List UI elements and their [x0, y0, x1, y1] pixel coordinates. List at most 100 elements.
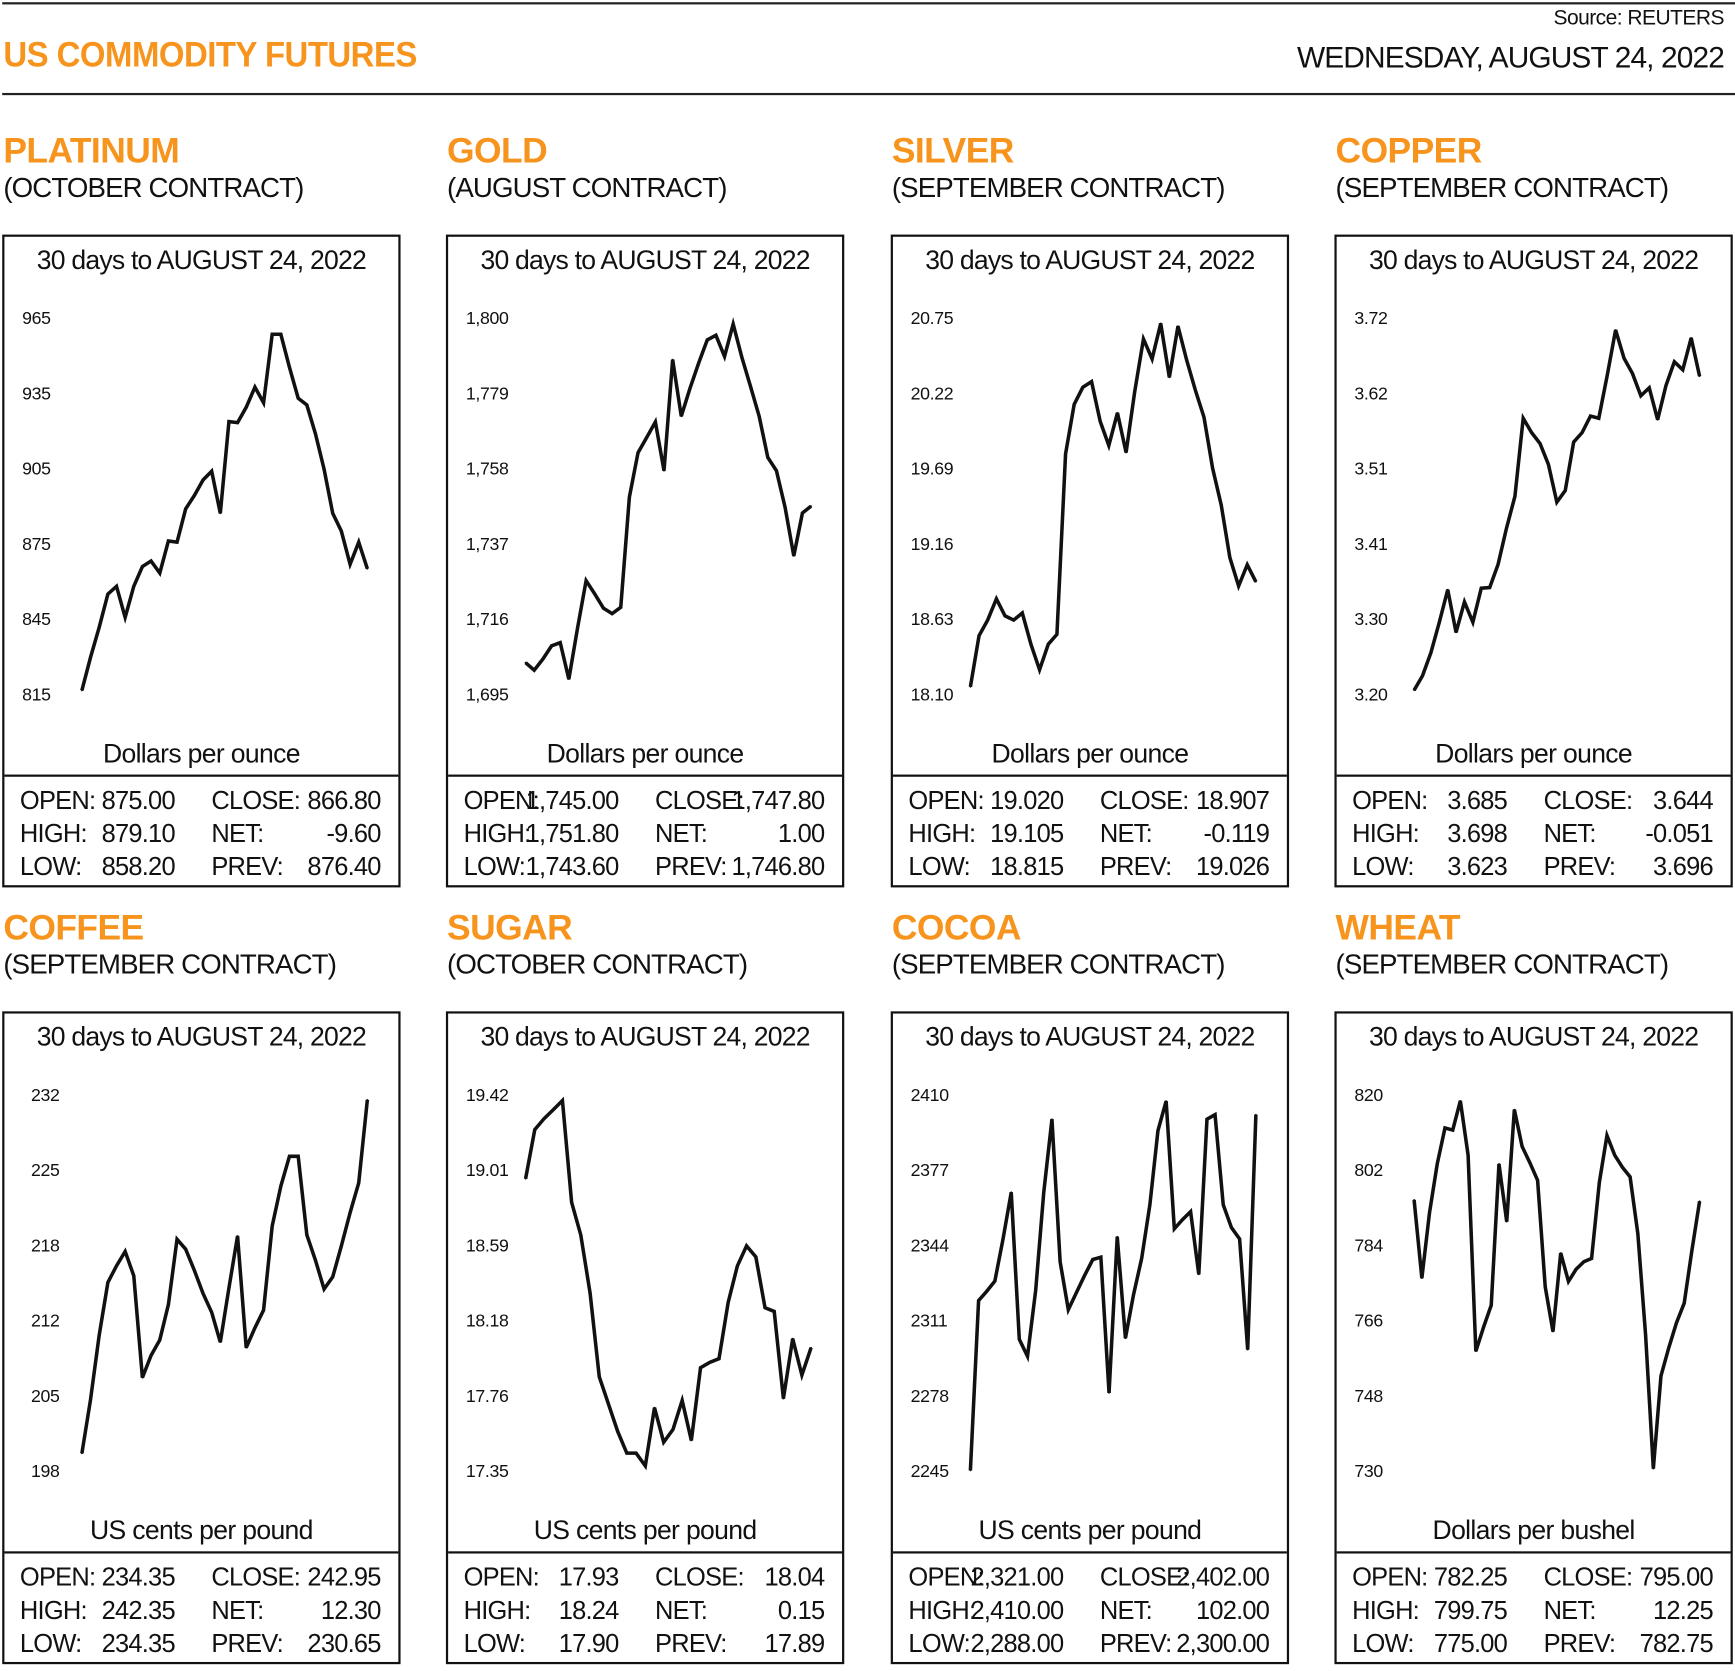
data-point: [98, 1334, 101, 1337]
data-point: [288, 366, 291, 369]
stat-label-net: NET:: [655, 1595, 708, 1625]
data-point: [637, 451, 639, 454]
y-tick-label: 2311: [910, 1312, 948, 1332]
y-tick-label: 845: [22, 610, 51, 630]
stat-label-net: NET:: [1543, 818, 1597, 848]
data-point: [570, 1201, 573, 1204]
data-point: [1051, 1118, 1053, 1121]
price-line-cocoa: [968, 1100, 1258, 1471]
commodity-name: COFFEE: [3, 907, 144, 948]
data-point: [625, 1452, 628, 1455]
stat-label-open: OPEN:: [1352, 1562, 1428, 1592]
y-tick-label: 815: [22, 686, 51, 705]
data-point: [1116, 1235, 1119, 1238]
stat-label-close: CLOSE:: [1543, 785, 1633, 815]
data-point: [1090, 380, 1093, 383]
data-point: [297, 397, 300, 400]
stat-label-prev: PREV:: [1099, 852, 1172, 881]
stat-label-prev: PREV:: [211, 1628, 283, 1658]
data-point: [1413, 1199, 1415, 1201]
data-point: [279, 1185, 282, 1188]
data-point: [985, 1290, 988, 1293]
contract-label: (SEPTEMBER CONTRACT): [1335, 949, 1670, 981]
data-point: [1606, 1134, 1608, 1137]
panel-sugar: SUGAR (OCTOBER CONTRACT) 30 days to AUGUST…: [445, 907, 845, 1670]
y-tick-label: 19.16: [910, 535, 954, 555]
y-tick-label: 1,695: [465, 686, 509, 705]
stat-label-open: OPEN:: [463, 785, 540, 815]
data-point: [1222, 1203, 1225, 1206]
page-date: WEDNESDAY, AUGUST 24, 2022: [1296, 40, 1725, 75]
data-point: [271, 333, 274, 336]
data-point: [1572, 441, 1575, 443]
panel-wheat: WHEAT (SEPTEMBER CONTRACT) 30 days to AUGU…: [1334, 907, 1733, 1670]
data-point: [1034, 1289, 1037, 1292]
data-point: [1026, 1355, 1029, 1358]
unit-label: Dollars per bushel: [1432, 1515, 1636, 1546]
commodity-name: PLATINUM: [3, 130, 180, 171]
data-point: [1446, 588, 1449, 591]
data-point: [349, 563, 351, 566]
data-point: [1237, 585, 1240, 587]
data-point: [323, 468, 325, 471]
stat-value-low: 18.815: [990, 852, 1064, 881]
data-point: [1165, 1100, 1168, 1102]
stat-value-open: 19.020: [990, 785, 1064, 815]
chart-title: 30 days to AUGUST 24, 2022: [36, 245, 367, 276]
data-point: [1547, 463, 1550, 466]
data-point: [810, 505, 812, 507]
data-point: [784, 506, 786, 509]
stat-value-open: 17.93: [558, 1562, 620, 1592]
data-point: [1621, 1166, 1624, 1169]
data-point: [1463, 601, 1466, 603]
data-point: [1189, 1210, 1192, 1213]
data-point: [672, 1428, 674, 1431]
stat-value-high: 1,751.80: [525, 818, 620, 848]
contract-label: (SEPTEMBER CONTRACT): [3, 949, 337, 981]
stat-label-close: CLOSE:: [1099, 785, 1189, 815]
data-point: [541, 658, 544, 661]
stats-divider: [4, 1551, 399, 1554]
stat-value-net: -0.119: [1203, 818, 1270, 848]
data-point: [254, 386, 256, 389]
stat-label-prev: PREV:: [1543, 1628, 1616, 1658]
data-point: [288, 1155, 291, 1158]
data-point: [552, 1108, 555, 1111]
stat-label-high: HIGH:: [1352, 818, 1420, 848]
data-point: [766, 456, 769, 459]
data-point: [800, 1374, 803, 1376]
data-point: [654, 421, 657, 423]
data-point: [202, 479, 204, 481]
stat-value-close: 1,747.80: [731, 785, 825, 815]
data-point: [1498, 1163, 1500, 1165]
data-point: [1552, 1330, 1554, 1333]
y-tick-label: 212: [30, 1312, 60, 1332]
y-tick-label: 19.01: [465, 1161, 509, 1181]
data-point: [791, 1337, 794, 1340]
stat-value-low: 1,743.60: [525, 852, 620, 881]
data-point: [1644, 1333, 1647, 1336]
stat-label-net: NET:: [211, 818, 264, 848]
line-plot: [968, 322, 1258, 688]
data-point: [219, 1341, 222, 1344]
data-point: [1246, 563, 1249, 566]
data-point: [1451, 1129, 1454, 1131]
stat-value-high: 879.10: [101, 818, 176, 848]
chart-box: 30 days to AUGUST 24, 2022 820 802 784 766 74…: [1334, 1011, 1733, 1665]
stat-label-close: CLOSE:: [655, 1562, 744, 1592]
data-point: [1482, 1326, 1485, 1328]
data-point: [706, 339, 709, 341]
stats-divider: [892, 774, 1287, 777]
commodity-name: WHEAT: [1335, 907, 1461, 948]
y-tick-label: 19.69: [910, 460, 954, 480]
panel-platinum: PLATINUM (OCTOBER CONTRACT) 30 days to AUG…: [2, 130, 401, 894]
stat-label-high: HIGH:: [908, 818, 976, 848]
data-point: [219, 512, 222, 515]
y-tick-label: 1,758: [465, 460, 509, 480]
data-point: [80, 689, 83, 692]
panel-cocoa: COCOA (SEPTEMBER CONTRACT) 30 days to AUGU…: [890, 907, 1290, 1670]
stat-label-low: LOW:: [19, 1628, 82, 1658]
unit-label: US cents per pound: [533, 1515, 757, 1546]
stat-value-close: 242.95: [307, 1562, 381, 1592]
data-point: [1490, 1304, 1493, 1307]
